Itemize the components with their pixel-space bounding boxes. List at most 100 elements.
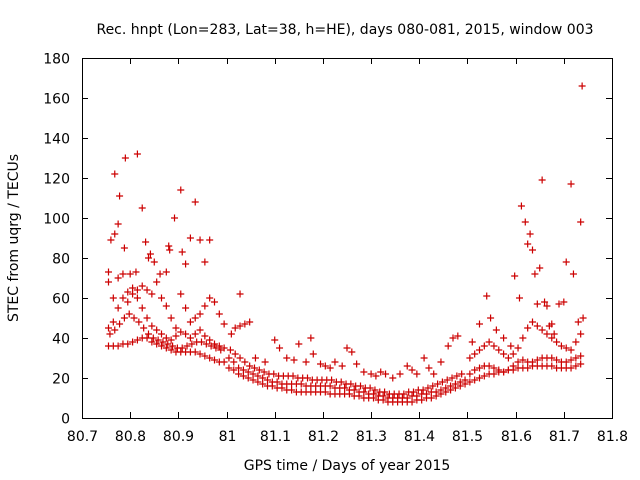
- data-point: [177, 328, 185, 336]
- data-point: [133, 150, 141, 158]
- data-point: [413, 392, 421, 400]
- data-point: [153, 278, 161, 286]
- data-point: [533, 322, 541, 330]
- x-tick-label: 81: [219, 429, 237, 445]
- data-point: [353, 360, 361, 368]
- y-tick-label: 0: [61, 412, 70, 428]
- data-point: [186, 334, 194, 342]
- data-point: [196, 326, 204, 334]
- data-point: [557, 342, 565, 350]
- data-point: [456, 378, 464, 386]
- data-point: [211, 298, 218, 306]
- data-point: [133, 336, 141, 344]
- data-point: [567, 356, 575, 364]
- data-point: [408, 398, 416, 406]
- data-point: [244, 374, 252, 382]
- data-point: [432, 388, 440, 396]
- data-point: [129, 290, 137, 298]
- data-point: [541, 298, 549, 306]
- data-point: [372, 372, 380, 380]
- data-point: [471, 366, 479, 374]
- data-point: [577, 218, 585, 226]
- data-point: [429, 382, 437, 390]
- data-point: [509, 350, 517, 358]
- data-point: [347, 380, 355, 388]
- data-point: [255, 366, 263, 374]
- data-point: [524, 240, 532, 248]
- data-point: [182, 330, 190, 338]
- data-point: [188, 340, 196, 348]
- data-point: [543, 302, 551, 310]
- data-point: [303, 374, 311, 382]
- data-point: [543, 330, 551, 338]
- data-point: [246, 362, 254, 370]
- data-point: [350, 386, 358, 394]
- data-point: [235, 370, 243, 378]
- data-point: [159, 338, 167, 346]
- data-point: [144, 330, 152, 338]
- data-point: [142, 238, 150, 246]
- data-point: [562, 344, 570, 352]
- data-point: [409, 388, 417, 396]
- data-point: [178, 248, 186, 256]
- y-tick-label: 40: [52, 332, 70, 348]
- data-point: [227, 330, 235, 338]
- data-point: [490, 342, 498, 350]
- data-point: [124, 298, 132, 306]
- data-point: [236, 322, 244, 330]
- data-point: [379, 392, 387, 400]
- data-point: [126, 270, 134, 278]
- data-point: [343, 344, 351, 352]
- y-tick-label: 120: [43, 172, 70, 188]
- data-point: [140, 324, 148, 332]
- data-point: [138, 204, 146, 212]
- data-point: [156, 270, 164, 278]
- data-point: [430, 370, 438, 378]
- data-point: [129, 338, 137, 346]
- data-point: [483, 292, 491, 300]
- data-point: [215, 342, 223, 350]
- data-point: [424, 384, 432, 392]
- data-point: [105, 278, 112, 286]
- data-point: [572, 362, 580, 370]
- data-point: [504, 366, 512, 374]
- data-point: [148, 290, 156, 298]
- data-point: [413, 370, 421, 378]
- data-point: [487, 314, 495, 322]
- data-point: [202, 340, 210, 348]
- data-point: [239, 372, 247, 380]
- data-points: [105, 82, 587, 406]
- x-tick-label: 81.1: [260, 429, 291, 445]
- data-point: [526, 230, 534, 238]
- data-point: [517, 202, 525, 210]
- data-point: [471, 350, 479, 358]
- data-point: [259, 374, 267, 382]
- data-point: [577, 330, 585, 338]
- data-point: [567, 180, 575, 188]
- data-point: [360, 388, 368, 396]
- data-point: [250, 364, 258, 372]
- data-point: [158, 342, 165, 350]
- data-point: [529, 246, 536, 254]
- y-tick-label: 180: [43, 52, 70, 68]
- data-point: [165, 242, 173, 250]
- data-point: [519, 356, 527, 364]
- data-point: [171, 214, 179, 222]
- data-point: [271, 336, 279, 344]
- data-point: [579, 314, 587, 322]
- data-point: [249, 370, 257, 378]
- data-point: [162, 344, 170, 352]
- data-point: [172, 332, 180, 340]
- data-point: [259, 380, 267, 388]
- data-point: [132, 268, 140, 276]
- data-point: [572, 338, 580, 346]
- data-point: [167, 336, 175, 344]
- data-point: [162, 302, 170, 310]
- y-tick-label: 20: [52, 372, 70, 388]
- x-tick-label: 81.7: [549, 429, 580, 445]
- data-point: [419, 386, 427, 394]
- data-point: [109, 294, 117, 302]
- data-point: [201, 258, 209, 266]
- data-point: [206, 336, 214, 344]
- data-point: [533, 300, 541, 308]
